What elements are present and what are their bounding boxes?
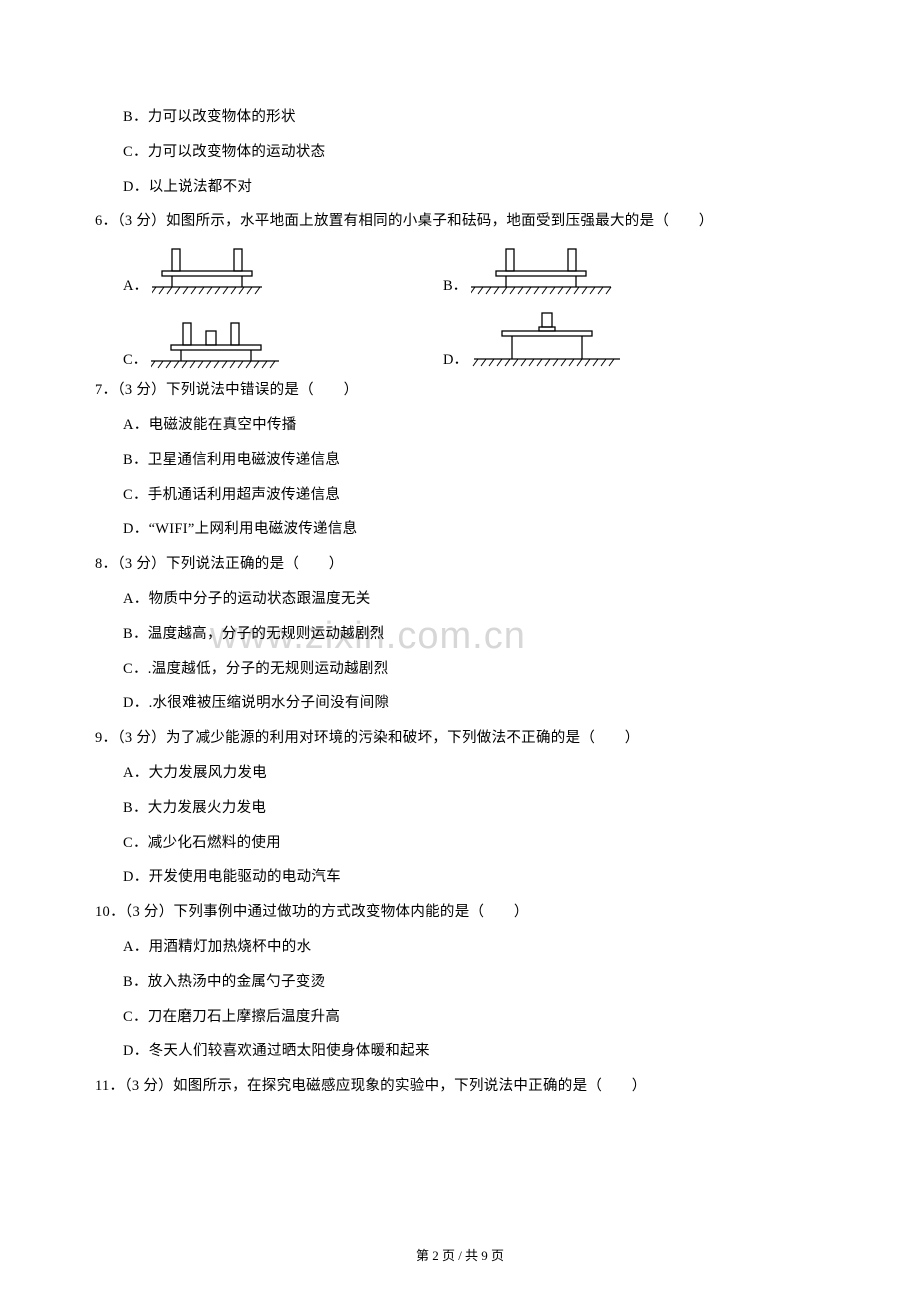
q6-label-d: D． bbox=[443, 348, 468, 369]
q10-opt-d: D．冬天人们较喜欢通过晒太阳使身体暖和起来 bbox=[95, 1034, 825, 1069]
q10-opt-c: C．刀在磨刀石上摩擦后温度升高 bbox=[95, 1000, 825, 1035]
q5-opt-c: C．力可以改变物体的运动状态 bbox=[95, 135, 825, 170]
q7-opt-c: C．手机通话利用超声波传递信息 bbox=[95, 478, 825, 513]
q9-opt-a: A．大力发展风力发电 bbox=[95, 756, 825, 791]
q6-row-cd: C． D． bbox=[95, 309, 825, 369]
q9-opt-c: C．减少化石燃料的使用 bbox=[95, 826, 825, 861]
q6-diagram-c bbox=[151, 317, 291, 369]
q9-opt-d: D．开发使用电能驱动的电动汽车 bbox=[95, 860, 825, 895]
q7-opt-a: A．电磁波能在真空中传播 bbox=[95, 408, 825, 443]
q8-opt-d: D．.水很难被压缩说明水分子间没有间隙 bbox=[95, 686, 825, 721]
q6-choice-d: D． bbox=[443, 309, 628, 369]
q10-opt-b: B．放入热汤中的金属勺子变烫 bbox=[95, 965, 825, 1000]
q9-stem: 9．（3 分）为了减少能源的利用对环境的污染和破坏，下列做法不正确的是（ ） bbox=[95, 721, 825, 756]
q6-stem: 6．（3 分）如图所示，水平地面上放置有相同的小桌子和砝码，地面受到压强最大的是… bbox=[95, 204, 825, 239]
q7-opt-b: B．卫星通信利用电磁波传递信息 bbox=[95, 443, 825, 478]
q10-stem: 10．（3 分）下列事例中通过做功的方式改变物体内能的是（ ） bbox=[95, 895, 825, 930]
q11-stem: 11．（3 分）如图所示，在探究电磁感应现象的实验中，下列说法中正确的是（ ） bbox=[95, 1069, 825, 1104]
q6-label-b: B． bbox=[443, 274, 467, 295]
q8-stem: 8．（3 分）下列说法正确的是（ ） bbox=[95, 547, 825, 582]
q6-choice-a: A． bbox=[123, 243, 443, 295]
q10-opt-a: A．用酒精灯加热烧杯中的水 bbox=[95, 930, 825, 965]
q6-choice-b: B． bbox=[443, 243, 621, 295]
q6-diagram-a bbox=[152, 243, 272, 295]
page-footer: 第 2 页 / 共 9 页 bbox=[0, 1245, 920, 1264]
q7-opt-d: D．“WIFI”上网利用电磁波传递信息 bbox=[95, 512, 825, 547]
content-area: B．力可以改变物体的形状 C．力可以改变物体的运动状态 D．以上说法都不对 6．… bbox=[95, 100, 825, 1104]
q8-opt-b: B．温度越高，分子的无规则运动越剧烈 bbox=[95, 617, 825, 652]
q5-opt-d: D．以上说法都不对 bbox=[95, 170, 825, 205]
q8-opt-c: C．.温度越低，分子的无规则运动越剧烈 bbox=[95, 652, 825, 687]
q6-choice-c: C． bbox=[123, 317, 443, 369]
q7-stem: 7．（3 分）下列说法中错误的是（ ） bbox=[95, 373, 825, 408]
q6-label-a: A． bbox=[123, 274, 148, 295]
q6-diagram-b bbox=[471, 243, 621, 295]
q6-diagram-d bbox=[472, 309, 628, 369]
q5-opt-b: B．力可以改变物体的形状 bbox=[95, 100, 825, 135]
q6-row-ab: A． B bbox=[95, 243, 825, 295]
q8-opt-a: A．物质中分子的运动状态跟温度无关 bbox=[95, 582, 825, 617]
q9-opt-b: B．大力发展火力发电 bbox=[95, 791, 825, 826]
q6-label-c: C． bbox=[123, 348, 147, 369]
